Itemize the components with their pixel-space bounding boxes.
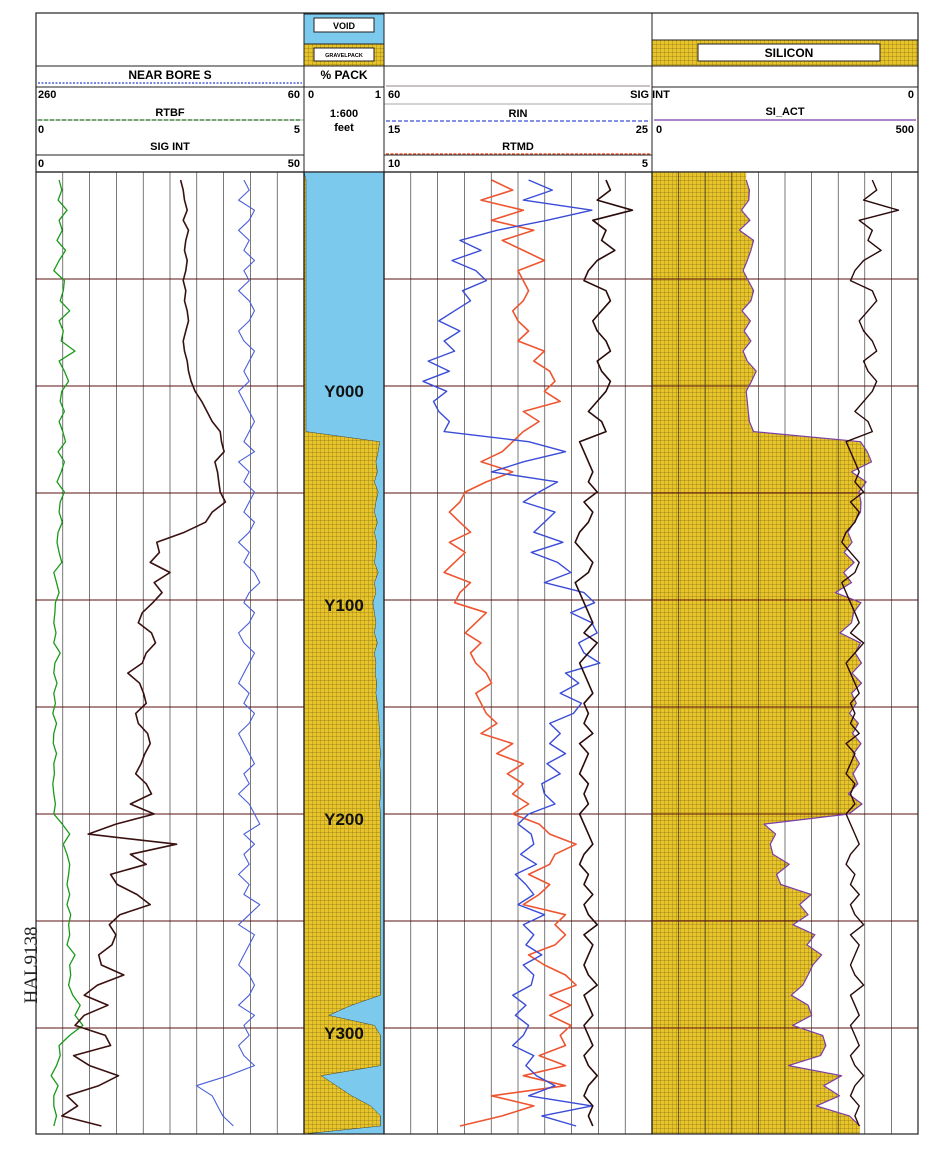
figure-id: HAL9138 — [21, 926, 42, 1004]
t3-sig-int-left: 60 — [388, 89, 400, 101]
near-bore-name: NEAR BORE S — [128, 68, 211, 82]
rtmd-name: RTMD — [502, 141, 534, 153]
void-label-box — [313, 17, 375, 33]
t3-sig-int-name: SIG INT — [630, 89, 670, 101]
pack-right: 1 — [375, 89, 381, 101]
depth-label: Y100 — [324, 596, 364, 615]
gravelpack-label-box — [313, 47, 375, 62]
rtbf-name: RTBF — [155, 107, 185, 119]
rtmd-left: 10 — [388, 158, 400, 170]
depth-label: Y300 — [324, 1024, 364, 1043]
track1-header: NEAR BORE S 260 60 RTBF 0 5 SIG INT 0 50 — [36, 68, 304, 170]
depth-header: % PACK 0 1 1:600 feet — [308, 68, 381, 134]
depth-label: Y200 — [324, 810, 364, 829]
si-act-left: 0 — [656, 124, 662, 136]
pack-left: 0 — [308, 89, 314, 101]
near-bore-right: 60 — [288, 89, 300, 101]
log-header: VOID GRAVELPACK SILICON NEAR BORE S 260 … — [35, 12, 919, 173]
sig-int-right: 50 — [288, 158, 300, 170]
track3-sig-int-curve — [574, 179, 634, 1127]
track-border — [651, 171, 919, 1135]
depth-unit: feet — [334, 122, 354, 134]
track3-header: 60 SIG INT 0 RIN 15 25 RTMD 10 5 — [384, 85, 914, 170]
rin-name: RIN — [509, 108, 528, 120]
track4-header: SI_ACT 0 500 — [654, 106, 916, 136]
silicon-label: SILICON — [765, 46, 814, 60]
depth-label: Y000 — [324, 382, 364, 401]
rtmd-curve — [443, 179, 577, 1127]
rin-right: 25 — [636, 124, 648, 136]
rin-curve — [422, 179, 601, 1127]
pack-name: % PACK — [320, 68, 367, 82]
pack-fill — [303, 171, 381, 1135]
void-label: VOID — [333, 21, 356, 31]
track4-sig-int-curve — [841, 179, 900, 1127]
si-act-name: SI_ACT — [765, 106, 804, 118]
sig-int-curve — [195, 179, 261, 1127]
t34-right: 0 — [908, 89, 914, 101]
gravelpack-label: GRAVELPACK — [325, 53, 363, 59]
rin-left: 15 — [388, 124, 400, 136]
log-body: Y000 Y100 Y200 Y300 — [35, 171, 919, 1135]
sig-int-left: 0 — [38, 158, 44, 170]
near-bore-curve — [60, 179, 227, 1127]
sig-int-name: SIG INT — [150, 141, 190, 153]
near-bore-left: 260 — [38, 89, 56, 101]
si-act-fill — [652, 172, 872, 1134]
rtbf-right: 5 — [294, 124, 300, 136]
si-act-right: 500 — [896, 124, 914, 136]
rtmd-right: 5 — [642, 158, 648, 170]
depth-scale: 1:600 — [330, 108, 358, 120]
silicon-label-box — [697, 43, 881, 62]
rtbf-curve — [50, 179, 84, 1127]
rtbf-left: 0 — [38, 124, 44, 136]
